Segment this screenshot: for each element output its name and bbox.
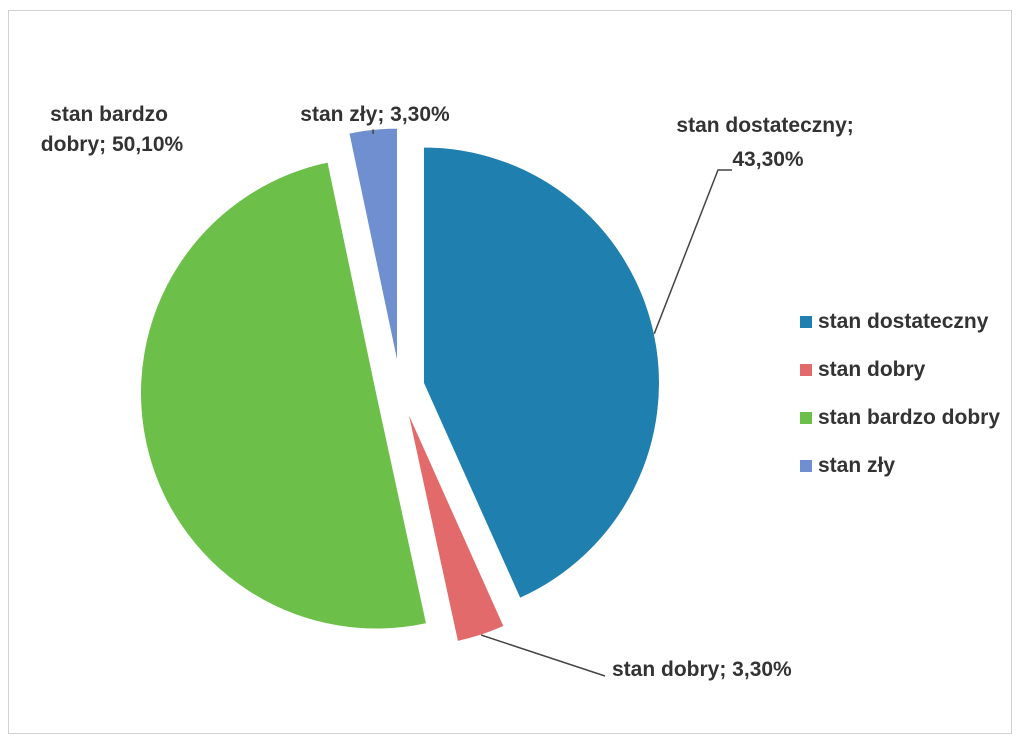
pie-slice-stan-dobry bbox=[406, 410, 505, 643]
legend-swatch bbox=[800, 460, 812, 472]
data-label-line: stan dostateczny; bbox=[676, 114, 853, 137]
pie-slices bbox=[140, 127, 660, 643]
data-label-line: stan zły; 3,30% bbox=[300, 103, 450, 126]
legend-swatch bbox=[800, 316, 812, 328]
data-label-stan-dobry: stan dobry; 3,30% bbox=[612, 658, 792, 681]
data-label-stan-dostateczny: stan dostateczny; 43,30% bbox=[676, 114, 859, 171]
data-label-line: dobry; 50,10% bbox=[41, 133, 184, 156]
legend-label: stan dobry bbox=[818, 358, 926, 381]
data-label-line: stan bardzo bbox=[50, 103, 168, 126]
leader-lines bbox=[372, 129, 732, 677]
pie-slice-stan-dostateczny bbox=[422, 146, 660, 600]
legend-item-stan-dostateczny: stan dostateczny bbox=[800, 298, 1000, 346]
leader-line-stan-dobry bbox=[480, 634, 606, 677]
leader-line-stan-dostateczny bbox=[653, 169, 732, 334]
pie-slice-stan-bardzo-dobry bbox=[140, 161, 428, 630]
legend-item-stan-bardzo-dobry: stan bardzo dobry bbox=[800, 394, 1000, 442]
legend-label: stan dostateczny bbox=[818, 310, 989, 333]
legend-swatch bbox=[800, 364, 812, 376]
legend-label: stan zły bbox=[818, 454, 896, 477]
legend-swatch bbox=[800, 412, 812, 424]
data-label-line: stan dobry; 3,30% bbox=[612, 658, 792, 681]
chart-legend: stan dostateczny stan dobry stan bardzo … bbox=[800, 298, 1000, 490]
data-label-line: 43,30% bbox=[732, 148, 804, 171]
data-label-stan-bardzo-dobry: stan bardzo dobry; 50,10% bbox=[41, 103, 184, 156]
legend-label: stan bardzo dobry bbox=[818, 406, 1001, 429]
legend-item-stan-dobry: stan dobry bbox=[800, 346, 1000, 394]
data-label-stan-zly: stan zły; 3,30% bbox=[300, 103, 450, 126]
legend-item-stan-zly: stan zły bbox=[800, 442, 1000, 490]
